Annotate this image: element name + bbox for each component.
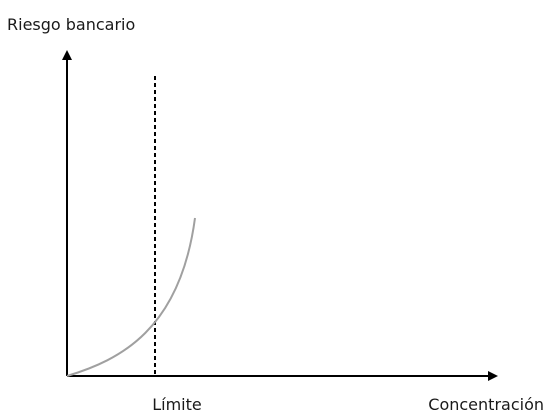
y-axis-label: Riesgo bancario xyxy=(7,15,135,34)
risk-curve xyxy=(66,217,196,377)
limit-label: Límite xyxy=(152,395,202,414)
x-axis-label: Concentración xyxy=(428,395,544,414)
